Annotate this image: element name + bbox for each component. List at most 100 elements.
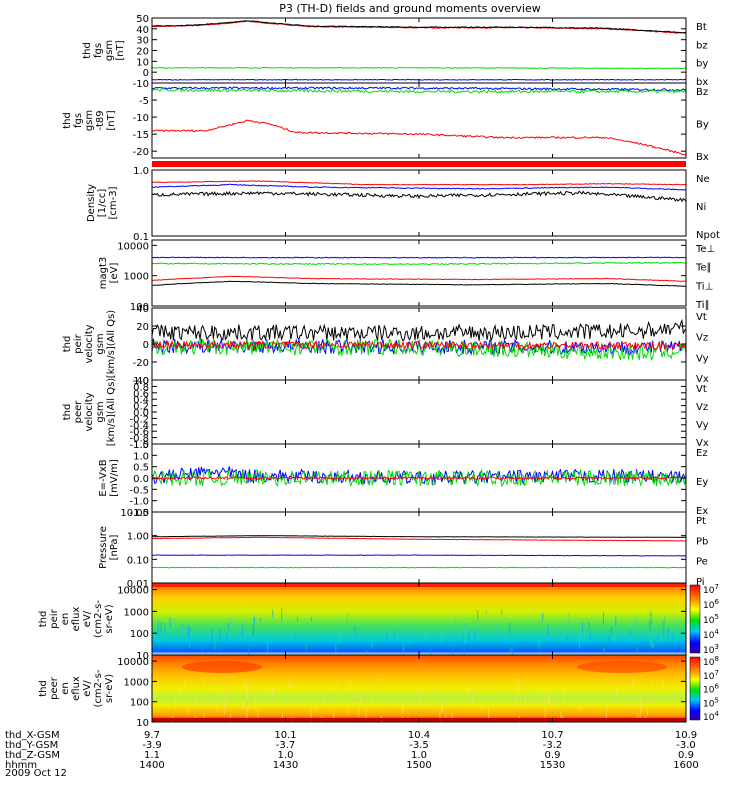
y-tick-label: -40 <box>133 376 149 387</box>
x-tick-label: -3.5 <box>409 740 429 751</box>
date-label: 2009 Oct 12 <box>5 768 67 779</box>
series-blue-line <box>151 337 687 356</box>
y-tick-label: -0.8 <box>129 434 149 445</box>
y-tick-label: -0.5 <box>129 485 149 496</box>
y-axis-label: thdpeervelocitygsm[km/s](All Qs) <box>62 378 117 446</box>
legend-Vt: Vt <box>696 384 707 395</box>
legend-Npot: Npot <box>696 230 720 241</box>
legend-Vy: Vy <box>696 353 709 364</box>
y-axis-label: magt3[eV] <box>98 257 120 290</box>
panel-fgs_sm: -5 -10 -15 -20 thdfgsgsm-t89[nT] Bz By Bx <box>62 82 709 167</box>
series-red-line <box>151 476 687 480</box>
x-row-label: thd_Z-GSM <box>5 750 60 761</box>
x-row-label: hhmm <box>5 760 37 771</box>
y-tick-label: 0.01 <box>127 579 149 590</box>
colorbar-label: 105 <box>703 696 719 709</box>
y-tick-label: 0.10 <box>127 555 149 566</box>
y-axis-label: thdpeerenefluxeV/(cm2-s-sr-eV) <box>38 669 115 707</box>
y-tick-label: -0.4 <box>129 421 149 432</box>
x-tick-label: 1530 <box>540 760 565 771</box>
panel-frame <box>151 379 687 445</box>
legend-Bz: Bz <box>696 87 708 98</box>
panel-peer_vel: 1.00.80.60.40.20.0-0.2-0.4-0.6-0.8-1.0 th… <box>62 376 709 451</box>
y-axis-label: E=-VxB[mV/m] <box>98 459 120 497</box>
colorbar-label: 106 <box>703 598 719 611</box>
y-tick-label: -1.5 <box>129 508 149 519</box>
legend-Pb: Pb <box>696 536 708 547</box>
x-tick-label: 0.9 <box>678 750 694 761</box>
x-tick-label: 0.9 <box>545 750 561 761</box>
y-axis-label: thdfgsgsm-t89[nT] <box>62 110 117 131</box>
series-black-line <box>151 20 687 34</box>
y-tick-label: 1.0 <box>133 166 149 177</box>
legend-by: by <box>696 59 708 70</box>
series-blue-line <box>151 256 687 259</box>
colorbar <box>689 584 701 654</box>
series-black-line <box>151 535 686 538</box>
x-tick-label: 10.7 <box>541 730 563 741</box>
y-tick-label: 0 <box>143 340 149 351</box>
y-tick-label: -0.2 <box>129 414 149 425</box>
x-tick-label: 1600 <box>673 760 698 771</box>
x-tick-label: 10.4 <box>408 730 430 741</box>
spectrogram-blob <box>577 661 667 673</box>
y-tick-label: 20 <box>136 322 149 333</box>
y-tick-label: 10000 <box>117 586 149 597</box>
status-bar <box>152 161 686 167</box>
x-axis: thd_X-GSMthd_Y-GSMthd_Z-GSMhhmm9.7-3.91.… <box>5 730 699 771</box>
x-tick-label: -3.0 <box>676 740 696 751</box>
colorbar-label: 106 <box>703 683 719 696</box>
series-blue-line <box>151 554 687 557</box>
y-tick-label: -15 <box>133 130 149 141</box>
y-tick-label: 0.0 <box>133 408 149 419</box>
x-tick-label: 1500 <box>406 760 431 771</box>
y-tick-label: 1000 <box>124 607 149 618</box>
legend-Pt: Pt <box>696 516 706 527</box>
series-black-line <box>151 190 687 203</box>
colorbar-label: 105 <box>703 613 719 626</box>
y-tick-label: -20 <box>133 358 149 369</box>
legend-Vx: Vx <box>696 438 709 449</box>
colorbar-label: 104 <box>703 710 719 723</box>
x-tick-label: 1430 <box>273 760 298 771</box>
x-tick-label: -3.9 <box>142 740 162 751</box>
plot-title: P3 (TH-D) fields and ground moments over… <box>279 2 541 15</box>
legend-bz: bz <box>696 40 708 51</box>
legend-Ni: Ni <box>696 202 706 213</box>
y-tick-label: 0 <box>143 68 149 79</box>
series-black-line <box>151 318 687 343</box>
panel-efield: 1.51.00.50.0-0.5-1.0-1.5E=-VxB[mV/m]EzEy… <box>98 440 708 519</box>
x-tick-label: -3.7 <box>276 740 296 751</box>
panel-peir_spec: 10710610510410310000100010010thdpeirenef… <box>38 582 719 662</box>
panel-frame <box>151 169 687 237</box>
panel-frame <box>151 511 687 584</box>
y-tick-label: 40 <box>136 304 149 315</box>
series-red-line <box>151 180 687 186</box>
legend-Bt: Bt <box>696 22 707 33</box>
y-tick-label: -0.6 <box>129 427 149 438</box>
series-green-line <box>151 87 687 94</box>
x-row-label: thd_X-GSM <box>5 730 60 741</box>
y-tick-label: 0.4 <box>133 395 149 406</box>
series-green-line <box>151 66 687 70</box>
y-tick-label: -1.0 <box>129 440 149 451</box>
spectrogram-blob <box>182 661 262 673</box>
legend-Vx: Vx <box>696 374 709 385</box>
y-axis-label: thdpeirenefluxeV/(cm2-s-sr-eV) <box>38 600 115 638</box>
x-tick-label: 10.1 <box>274 730 296 741</box>
legend-By: By <box>696 120 709 131</box>
y-tick-label: 0.5 <box>133 463 149 474</box>
y-tick-label: 40 <box>136 25 149 36</box>
y-tick-label: 10000 <box>117 657 149 668</box>
y-tick-label: 1.0 <box>133 376 149 387</box>
colorbar-label: 108 <box>703 655 719 668</box>
legend-Te⊥: Te⊥ <box>695 244 715 255</box>
legend-Ey: Ey <box>696 477 708 488</box>
y-tick-label: 1.0 <box>133 451 149 462</box>
legend-bx: bx <box>696 77 708 88</box>
panel-frame <box>151 239 687 307</box>
x-tick-label: 1.0 <box>411 750 427 761</box>
legend-Pi: Pi <box>696 577 705 588</box>
series-red-line <box>151 119 687 156</box>
y-tick-label: 100 <box>130 302 149 313</box>
